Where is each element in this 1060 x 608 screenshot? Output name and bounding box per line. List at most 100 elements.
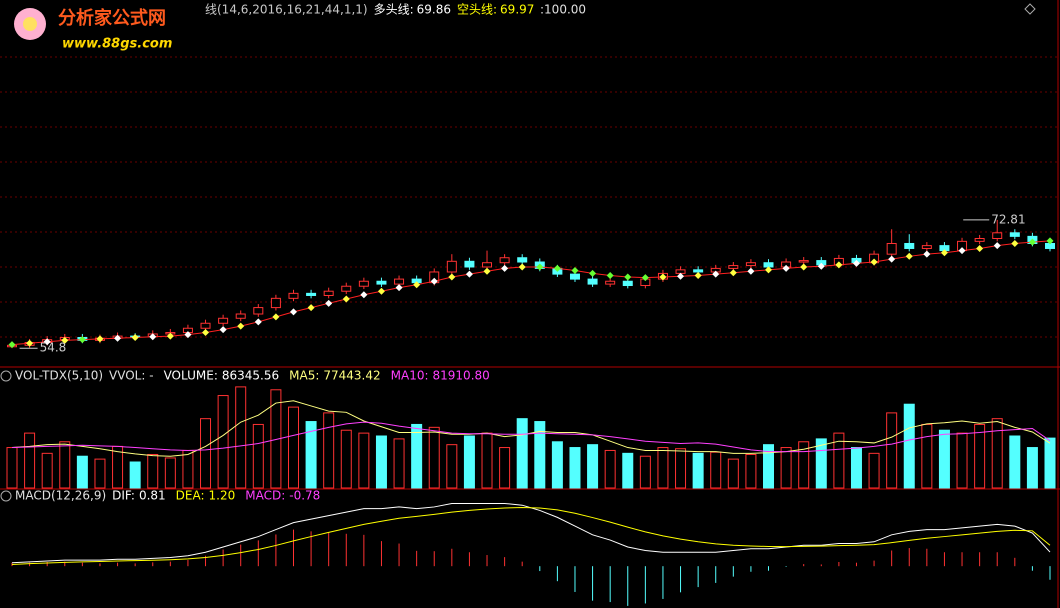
legend-name: MA10: — [391, 369, 429, 383]
bull-line-marker — [747, 267, 755, 275]
bull-line-marker — [413, 281, 421, 289]
bull-line-marker — [940, 249, 948, 257]
legend-name: MA5: — [289, 369, 319, 383]
volume-bar — [745, 453, 757, 489]
bull-line-marker — [483, 267, 491, 275]
volume-bar — [1026, 447, 1038, 489]
candle-body — [974, 238, 985, 242]
volume-bar — [534, 421, 546, 489]
candle-body — [517, 257, 528, 263]
bull-line-marker — [272, 313, 280, 321]
volume-bar — [622, 452, 634, 489]
bull-line-marker — [606, 272, 614, 280]
candle-body — [904, 242, 915, 249]
bull-line-marker — [78, 336, 86, 344]
candle-body — [921, 245, 932, 249]
volume-bar — [112, 445, 124, 489]
legend-name: 空头线: — [457, 3, 497, 17]
volume-bar — [252, 423, 264, 489]
indicator-title: 线(14,6,2016,16,21,44,1,1) — [205, 3, 368, 17]
volume-bar — [1009, 435, 1021, 489]
volume-bar — [499, 447, 511, 489]
candle-body — [693, 269, 704, 273]
bull-line-marker — [166, 332, 174, 340]
volume-bar — [358, 432, 370, 489]
bull-line-marker — [659, 273, 667, 281]
legend-value: 86345.56 — [222, 369, 279, 383]
panel-icon — [1024, 3, 1036, 15]
panel-icon — [0, 370, 12, 382]
volume-bar — [903, 403, 915, 489]
bull-line-marker — [465, 270, 473, 278]
bull-line-marker — [782, 264, 790, 272]
volume-bar — [94, 458, 106, 489]
volume-bar — [164, 457, 176, 489]
volume-bar — [569, 447, 581, 489]
bull-line-marker — [307, 304, 315, 312]
low-label: 54.8 — [40, 341, 67, 355]
bull-line-marker — [131, 334, 139, 342]
volume-bar — [798, 441, 810, 489]
bull-line-marker — [589, 269, 597, 277]
candle-body — [270, 297, 281, 309]
candle-body — [728, 265, 739, 269]
bull-line-marker — [765, 266, 773, 274]
header-right: :100.00 — [540, 3, 586, 17]
bull-line-marker — [8, 341, 16, 349]
volume-bar — [516, 418, 528, 489]
bull-line-marker — [800, 263, 808, 271]
volume-bar — [340, 429, 352, 489]
volume-bar — [921, 423, 933, 489]
bull-line-marker — [905, 252, 913, 260]
bull-line-marker — [958, 247, 966, 255]
volume-bar — [24, 432, 36, 489]
bull-line-marker — [817, 262, 825, 270]
logo-url: www.88gs.com — [62, 37, 172, 52]
bull-line-marker — [96, 335, 104, 343]
bull-line-marker — [26, 339, 34, 347]
candle-body — [798, 260, 809, 263]
volume-bar — [1044, 437, 1056, 489]
legend-name: DEA: — [176, 489, 205, 503]
bull-line-marker — [289, 308, 297, 316]
bull-line-marker — [1011, 239, 1019, 247]
volume-bar — [270, 389, 282, 489]
high-label: 72.81 — [991, 212, 1025, 226]
volume-bar — [657, 447, 669, 489]
candle-body — [745, 262, 756, 267]
bull-line-marker — [149, 333, 157, 341]
volume-bar — [710, 451, 722, 489]
candle-body — [218, 317, 229, 324]
legend-name: VOLUME: — [164, 369, 218, 383]
bull-line-marker — [923, 250, 931, 258]
ma10-line — [11, 421, 1051, 453]
volume-bar — [182, 449, 194, 489]
bull-line-marker — [342, 295, 350, 303]
volume-bar — [41, 452, 53, 489]
volume-bar — [287, 406, 299, 489]
volume-bar — [587, 444, 599, 489]
bull-line-marker — [712, 270, 720, 278]
volume-bar — [604, 449, 616, 489]
bull-line-marker — [888, 255, 896, 263]
bull-line-marker — [184, 331, 192, 339]
bull-line-marker — [976, 244, 984, 252]
bull-line-marker — [835, 261, 843, 269]
volume-bar — [780, 447, 792, 489]
volume-bar — [815, 438, 827, 489]
bull-line-marker — [325, 299, 333, 307]
legend-value: -0.78 — [289, 489, 320, 503]
volume-bar — [393, 438, 405, 489]
legend-value: 0.81 — [139, 489, 166, 503]
candle-body — [482, 262, 493, 268]
bull-line-marker — [237, 322, 245, 330]
bull-line-marker — [219, 326, 227, 334]
volume-bar — [305, 421, 317, 489]
legend-name: 多头线: — [374, 3, 414, 17]
volume-bar — [76, 455, 88, 489]
bull-line-marker — [641, 274, 649, 282]
candle-body — [358, 280, 369, 287]
volume-bar — [833, 432, 845, 489]
